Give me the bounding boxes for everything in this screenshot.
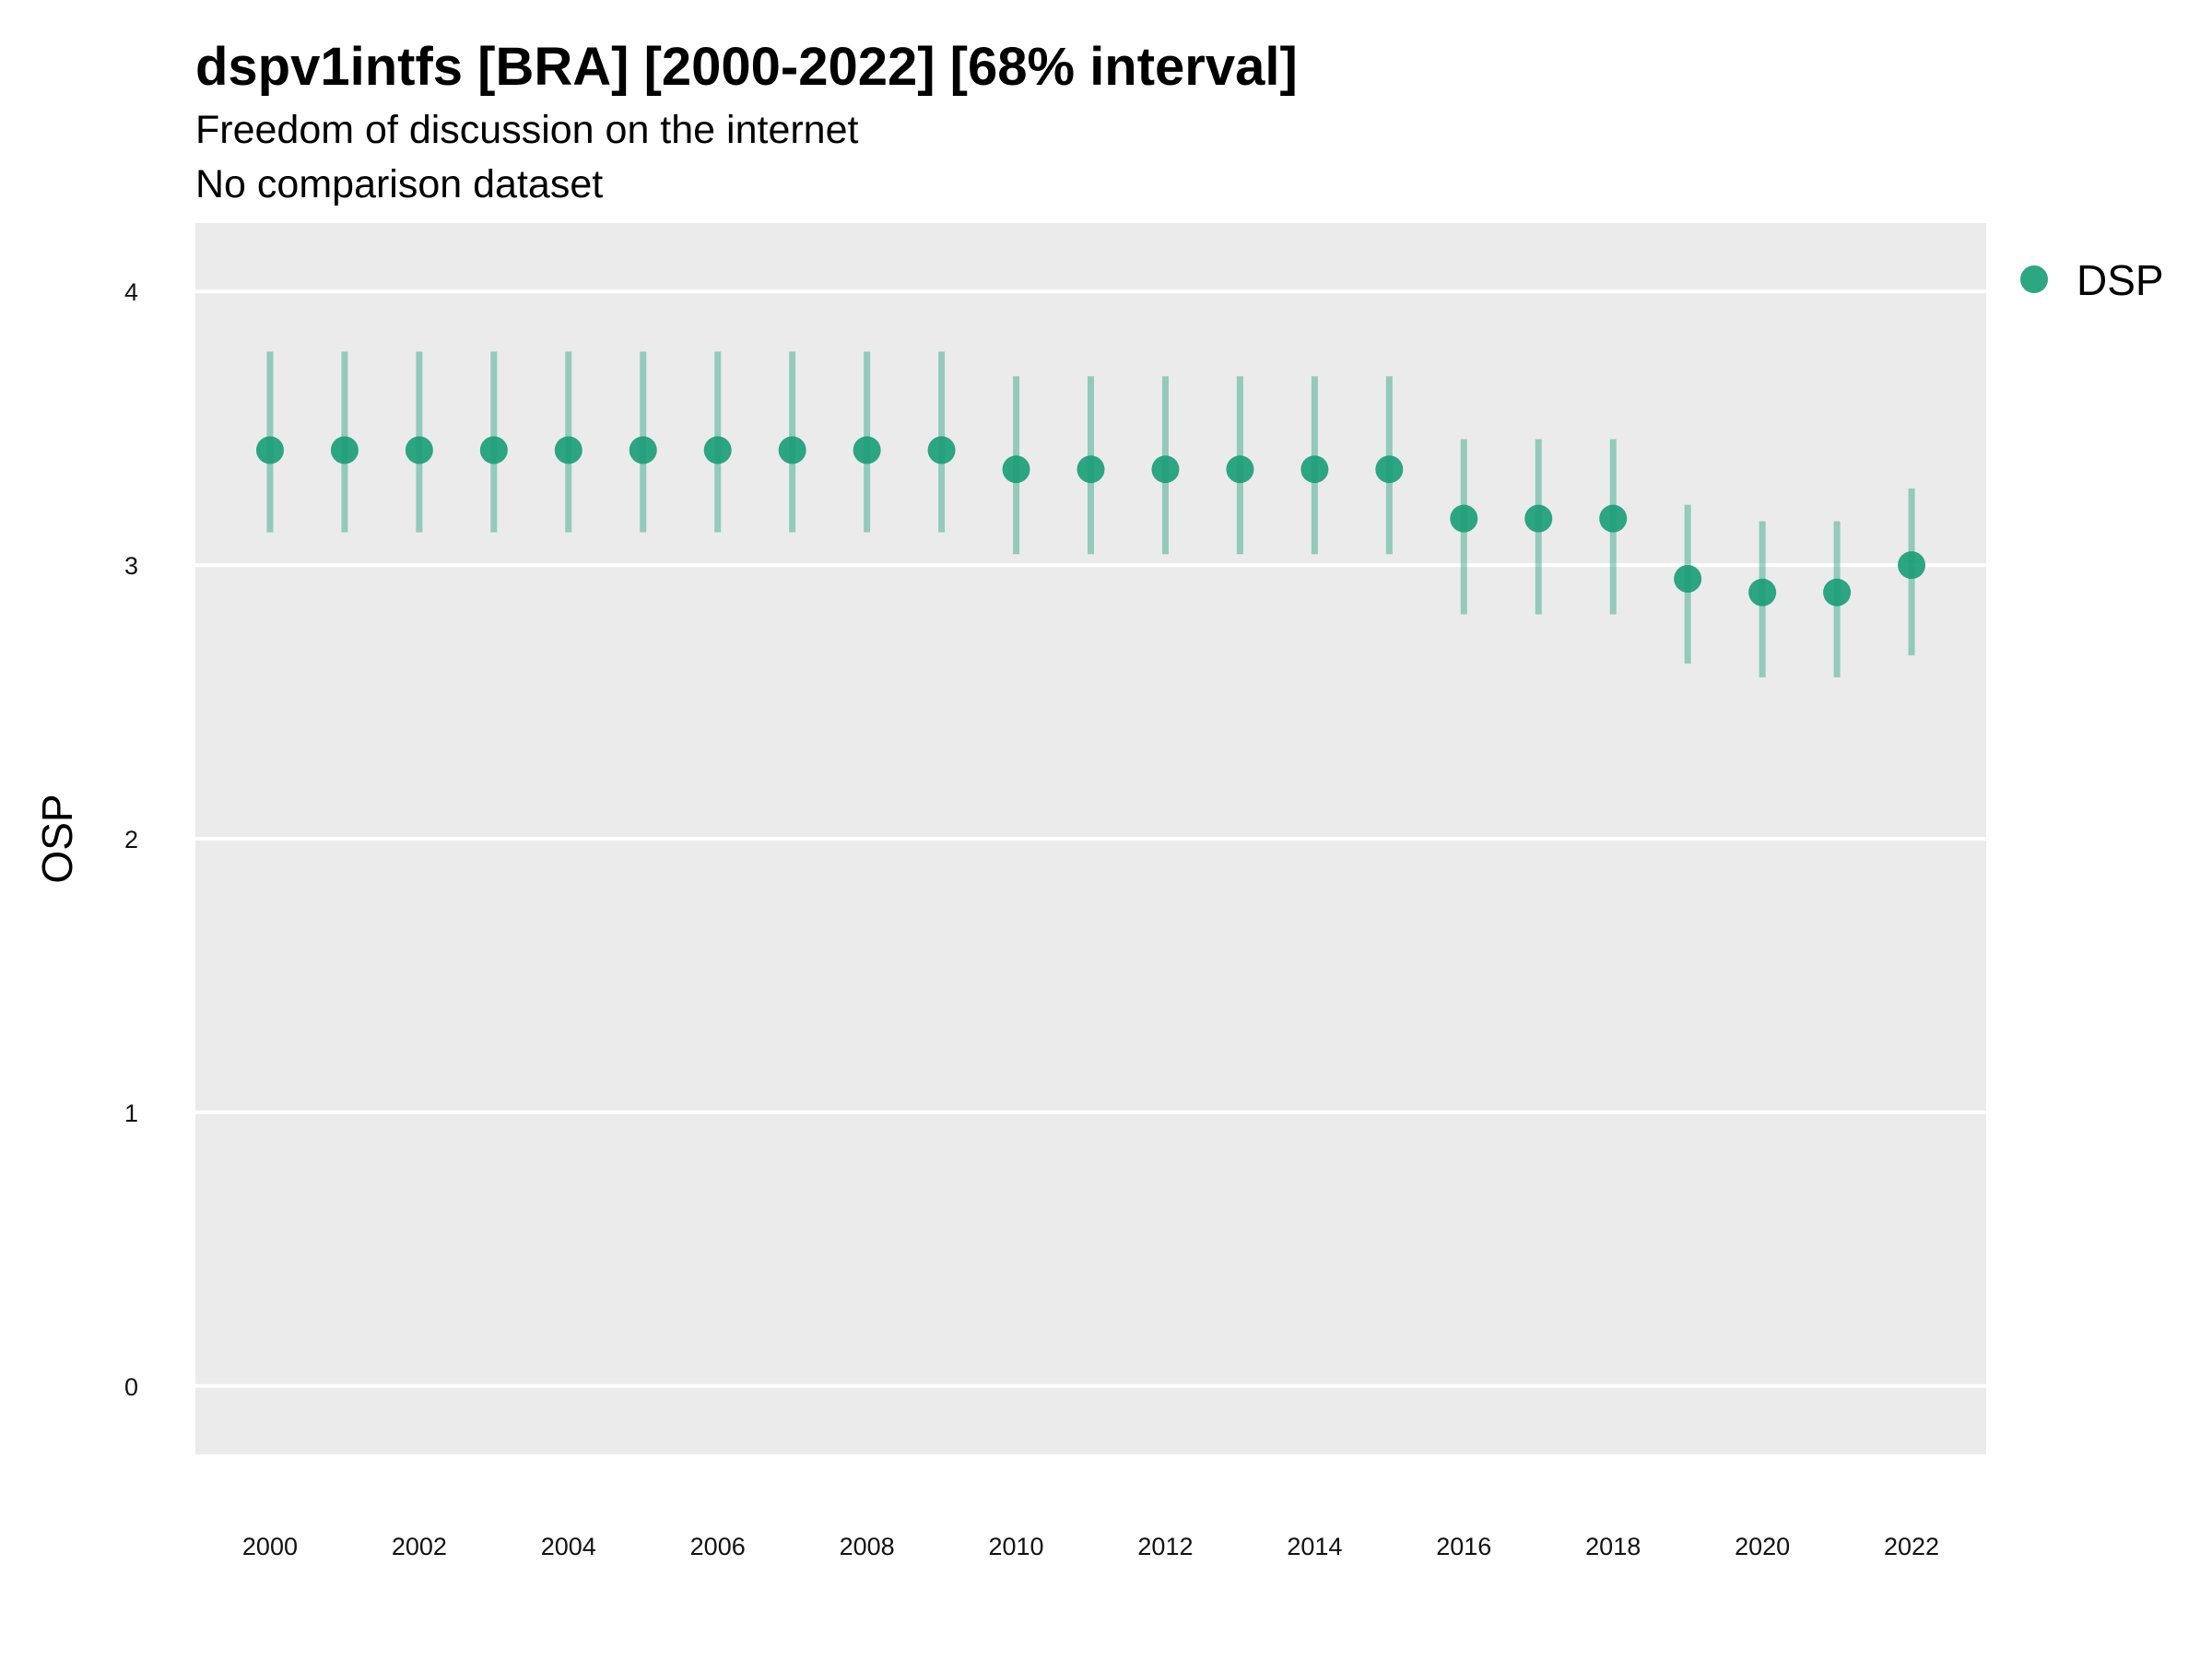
data-point-2000: [255, 436, 284, 465]
data-point-2021: [1823, 578, 1852, 606]
x-tick-label-2012: 2012: [1137, 1533, 1193, 1560]
legend-key-dsp: [2020, 265, 2048, 293]
data-point-2006: [703, 436, 732, 465]
data-point-2020: [1748, 578, 1777, 606]
legend: DSP: [2020, 256, 2164, 304]
x-tick-label-2010: 2010: [989, 1533, 1044, 1560]
y-tick-label-3: 3: [124, 552, 138, 580]
data-point-2014: [1300, 455, 1329, 484]
data-point-2007: [778, 436, 806, 465]
x-tick-label-2014: 2014: [1287, 1533, 1342, 1560]
gridlines: [195, 289, 1986, 1388]
data-point-2022: [1898, 551, 1926, 580]
x-tick-label-2000: 2000: [242, 1533, 298, 1560]
x-axis-ticks: 2000 2002 2004 2006 2008 2010 2012 2014 2016 2018…: [242, 1533, 1939, 1560]
y-tick-label-2: 2: [124, 826, 138, 853]
data-point-2013: [1226, 455, 1254, 484]
y-axis-title: OSP: [33, 794, 81, 883]
data-point-2003: [479, 436, 508, 465]
data-point-2008: [853, 436, 881, 465]
chart-subtitle: Freedom of discussion on the internet: [195, 108, 859, 152]
data-point-2019: [1674, 564, 1702, 593]
x-tick-label-2020: 2020: [1735, 1533, 1790, 1560]
data-point-2018: [1599, 504, 1628, 533]
y-tick-label-1: 1: [124, 1100, 138, 1127]
data-point-2015: [1375, 455, 1404, 484]
x-tick-label-2018: 2018: [1585, 1533, 1641, 1560]
x-tick-label-2006: 2006: [690, 1533, 746, 1560]
x-tick-label-2004: 2004: [541, 1533, 596, 1560]
data-point-2002: [405, 436, 433, 465]
data-point-2017: [1524, 504, 1553, 533]
data-point-2005: [629, 436, 657, 465]
chart-title: dspv1intfs [BRA] [2000-2022] [68% interv…: [195, 37, 1298, 97]
y-tick-label-0: 0: [124, 1373, 138, 1401]
data-point-2016: [1450, 504, 1478, 533]
data-point-2011: [1077, 455, 1105, 484]
data-point-2010: [1002, 455, 1030, 484]
legend-label-dsp: DSP: [2077, 256, 2164, 304]
x-tick-label-2016: 2016: [1436, 1533, 1491, 1560]
data-point-2001: [330, 436, 359, 465]
data-point-2012: [1151, 455, 1180, 484]
data-points: [255, 436, 1926, 606]
x-tick-label-2022: 2022: [1884, 1533, 1939, 1560]
x-tick-label-2002: 2002: [392, 1533, 447, 1560]
data-point-2009: [927, 436, 956, 465]
chart-caption: No comparison dataset: [195, 162, 603, 206]
y-tick-label-4: 4: [124, 278, 138, 306]
y-axis-ticks: 0 1 2 3 4: [124, 278, 138, 1401]
x-tick-label-2008: 2008: [840, 1533, 895, 1560]
data-point-2004: [554, 436, 582, 465]
